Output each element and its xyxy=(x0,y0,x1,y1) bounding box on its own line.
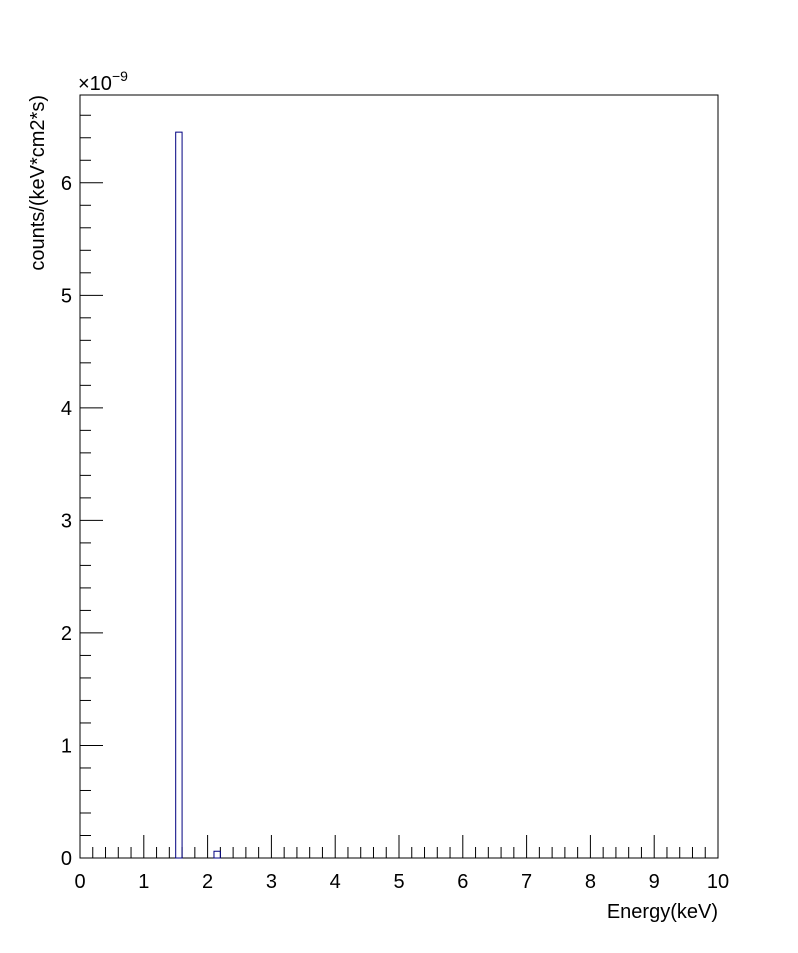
x-tick-label: 1 xyxy=(138,871,149,893)
x-tick-label: 0 xyxy=(74,871,85,893)
histogram-bar xyxy=(175,131,183,859)
histogram-bars-group xyxy=(175,131,221,859)
y-tick-label: 6 xyxy=(61,173,72,195)
x-axis-title: Energy(keV) xyxy=(607,901,718,923)
y-tick-label: 4 xyxy=(61,398,72,420)
y-tick-label: 3 xyxy=(61,510,72,532)
x-tick-label: 2 xyxy=(202,871,213,893)
y-tick-label: 5 xyxy=(61,285,72,307)
y-exponent-power: −9 xyxy=(112,68,128,84)
axis-ticks-group xyxy=(79,114,719,859)
tick-labels-group: 0 1 2 3 4 5 6 7 8 9 10 0 1 2 3 4 5 6 xyxy=(61,173,729,893)
y-axis-title: counts/(keV*cm2*s) xyxy=(27,95,49,271)
x-tick-label: 8 xyxy=(585,871,596,893)
x-tick-label: 4 xyxy=(330,871,341,893)
y-exponent-label: ×10−9 xyxy=(78,68,128,95)
x-tick-label: 9 xyxy=(649,871,660,893)
y-tick-label: 0 xyxy=(61,848,72,870)
x-tick-label: 6 xyxy=(457,871,468,893)
histogram-bar xyxy=(213,850,221,859)
x-tick-label: 3 xyxy=(266,871,277,893)
x-tick-label: 5 xyxy=(393,871,404,893)
y-exponent-base: ×10 xyxy=(78,73,112,95)
y-tick-label: 1 xyxy=(61,735,72,757)
x-tick-label: 10 xyxy=(707,871,729,893)
x-tick-label: 7 xyxy=(521,871,532,893)
y-tick-label: 2 xyxy=(61,623,72,645)
